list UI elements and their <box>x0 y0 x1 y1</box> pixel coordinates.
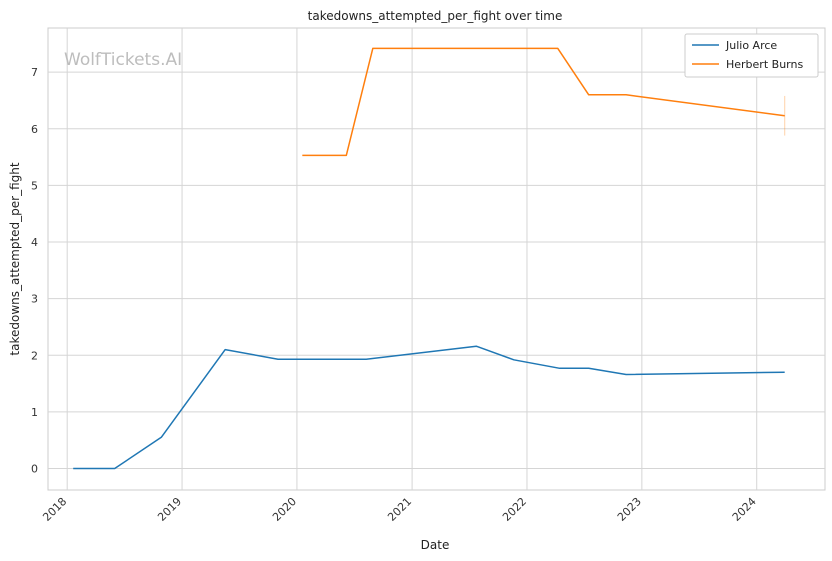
plot-area <box>47 27 826 491</box>
y-tick-label: 5 <box>31 179 38 192</box>
series-line-julio-arce <box>73 345 785 470</box>
x-tick-label: 2023 <box>615 495 644 524</box>
legend-label-julio-arce: Julio Arce <box>725 39 777 52</box>
chart-title: takedowns_attempted_per_fight over time <box>308 9 563 23</box>
y-tick-label: 3 <box>31 293 38 306</box>
x-tick-label: 2024 <box>730 495 759 524</box>
x-tick-label: 2020 <box>270 495 299 524</box>
y-tick-label: 0 <box>31 462 38 475</box>
y-axis-label: takedowns_attempted_per_fight <box>8 162 22 355</box>
x-tick-label: 2021 <box>385 495 414 524</box>
y-tick-label: 1 <box>31 406 38 419</box>
grid-lines <box>48 28 825 490</box>
y-tick-label: 2 <box>31 349 38 362</box>
legend-label-herbert-burns: Herbert Burns <box>726 58 803 71</box>
watermark: WolfTickets.AI <box>64 50 182 70</box>
x-tick-label: 2022 <box>500 495 529 524</box>
x-tick-label: 2019 <box>155 495 184 524</box>
series-layer <box>73 47 786 470</box>
x-tick-label: 2018 <box>40 495 69 524</box>
x-axis-label: Date <box>421 538 450 552</box>
x-tick-labels: 2018 2019 2020 2021 2022 2023 2024 <box>40 495 759 524</box>
y-tick-labels: 0 1 2 3 4 5 6 7 <box>31 66 38 475</box>
y-tick-label: 4 <box>31 236 38 249</box>
series-line-herbert-burns <box>302 47 785 157</box>
y-tick-label: 6 <box>31 123 38 136</box>
y-tick-label: 7 <box>31 66 38 79</box>
legend: Julio Arce Herbert Burns <box>684 33 819 78</box>
